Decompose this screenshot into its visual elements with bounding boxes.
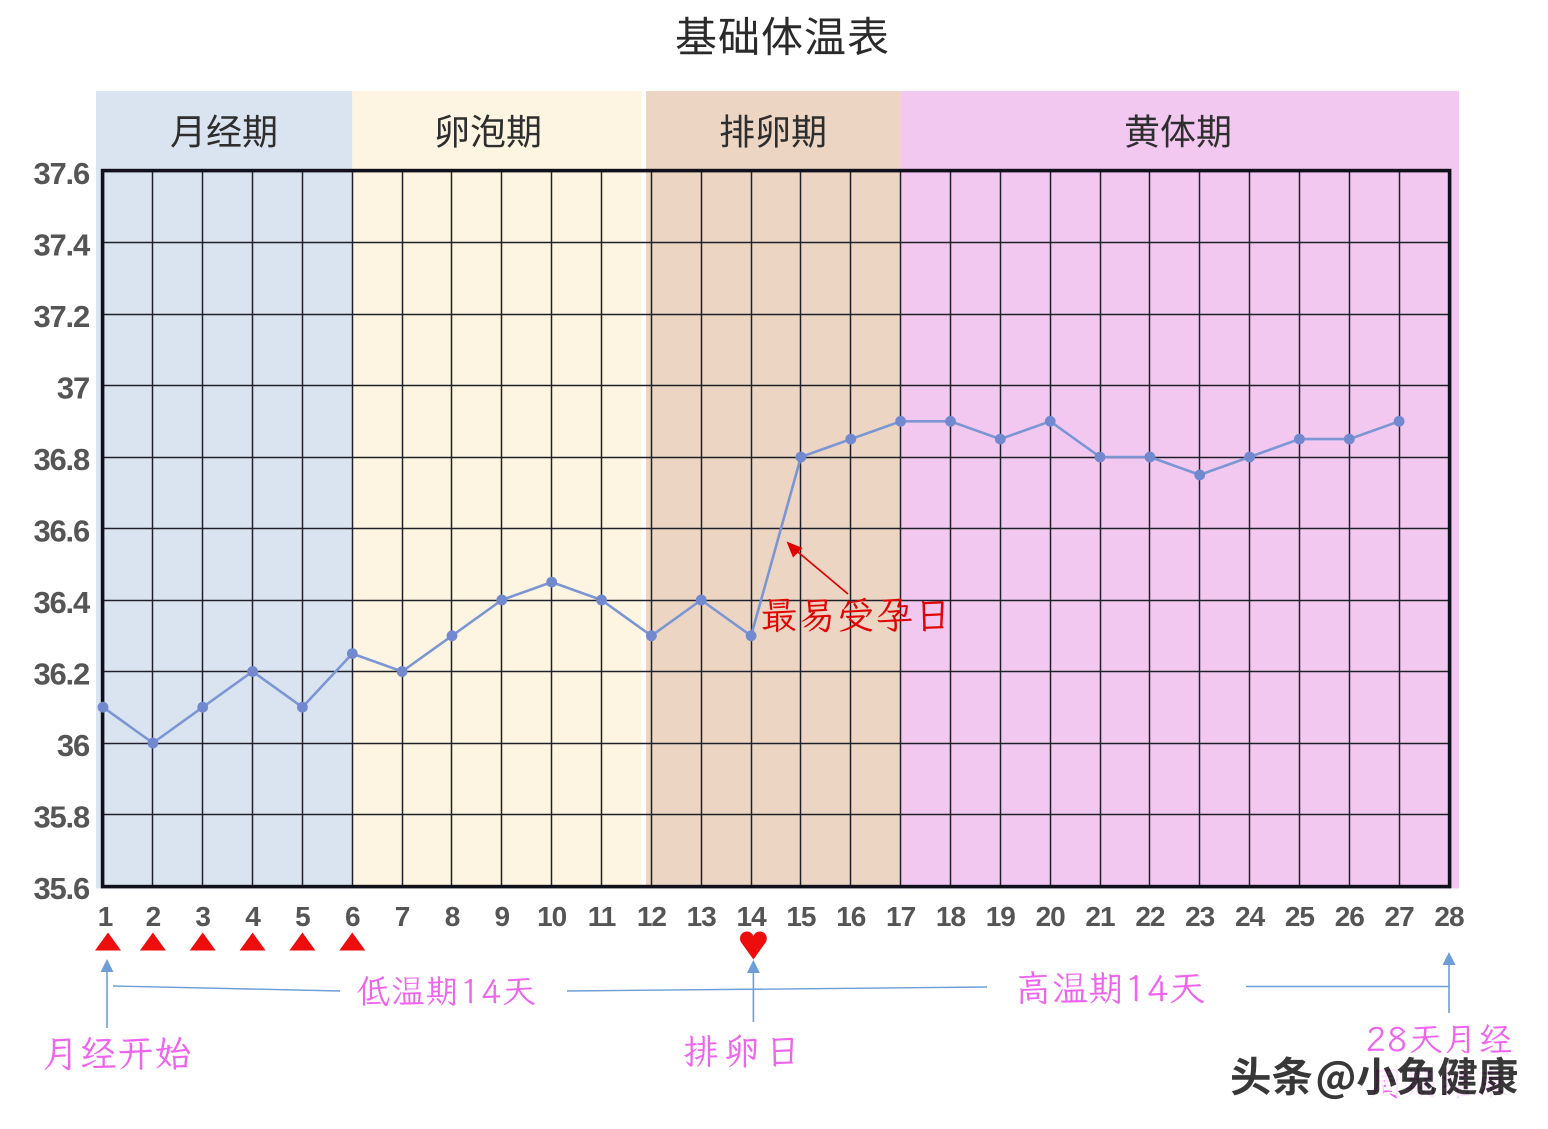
svg-text:9: 9 (495, 901, 510, 932)
svg-text:11: 11 (588, 901, 616, 932)
svg-text:37: 37 (57, 371, 89, 406)
svg-text:6: 6 (345, 901, 360, 932)
svg-text:35.6: 35.6 (33, 871, 89, 906)
svg-text:23: 23 (1185, 901, 1215, 932)
svg-text:21: 21 (1085, 901, 1115, 932)
svg-text:4: 4 (245, 901, 261, 932)
svg-text:36.2: 36.2 (33, 657, 89, 692)
svg-text:3: 3 (195, 901, 210, 932)
svg-text:24: 24 (1235, 901, 1266, 932)
svg-text:15: 15 (786, 901, 816, 932)
svg-text:36.6: 36.6 (33, 514, 89, 549)
svg-text:13: 13 (687, 901, 717, 932)
svg-text:10: 10 (537, 901, 567, 932)
svg-text:36: 36 (57, 728, 90, 763)
svg-text:36.4: 36.4 (33, 585, 90, 620)
svg-text:14: 14 (737, 901, 768, 932)
svg-text:37.2: 37.2 (33, 299, 89, 334)
svg-text:27: 27 (1385, 901, 1415, 932)
svg-text:19: 19 (986, 901, 1016, 932)
svg-text:8: 8 (445, 901, 460, 932)
svg-text:20: 20 (1036, 901, 1066, 932)
svg-text:12: 12 (637, 901, 667, 932)
svg-text:18: 18 (936, 901, 966, 932)
svg-text:5: 5 (295, 901, 310, 932)
svg-text:22: 22 (1135, 901, 1165, 932)
svg-text:17: 17 (886, 901, 916, 932)
svg-text:28: 28 (1434, 901, 1464, 932)
svg-text:26: 26 (1335, 901, 1365, 932)
svg-text:2: 2 (146, 901, 161, 932)
svg-text:25: 25 (1285, 901, 1315, 932)
svg-text:1: 1 (98, 901, 113, 932)
svg-text:37.6: 37.6 (33, 156, 89, 191)
svg-text:7: 7 (395, 901, 410, 932)
svg-text:16: 16 (836, 901, 866, 932)
svg-text:36.8: 36.8 (33, 442, 89, 477)
svg-text:35.8: 35.8 (33, 800, 89, 835)
svg-text:37.4: 37.4 (33, 228, 90, 263)
